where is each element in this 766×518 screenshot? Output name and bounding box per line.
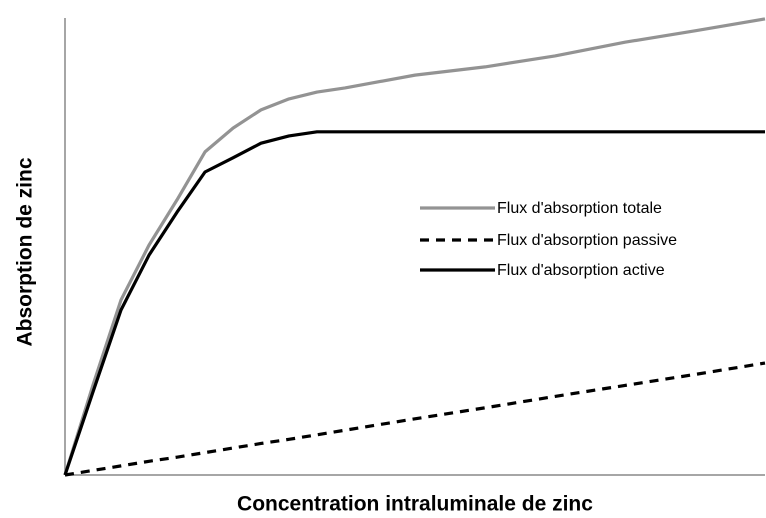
legend-label: Flux d'absorption totale bbox=[497, 200, 662, 217]
x-axis-title: Concentration intraluminale de zinc bbox=[237, 493, 593, 516]
series-line bbox=[63, 130, 765, 476]
series-line bbox=[63, 17, 766, 476]
legend-label: Flux d'absorption active bbox=[497, 262, 665, 279]
legend-label: Flux d'absorption passive bbox=[497, 232, 677, 249]
series-line bbox=[64, 361, 766, 477]
y-axis-title: Absorption de zinc bbox=[14, 157, 37, 346]
